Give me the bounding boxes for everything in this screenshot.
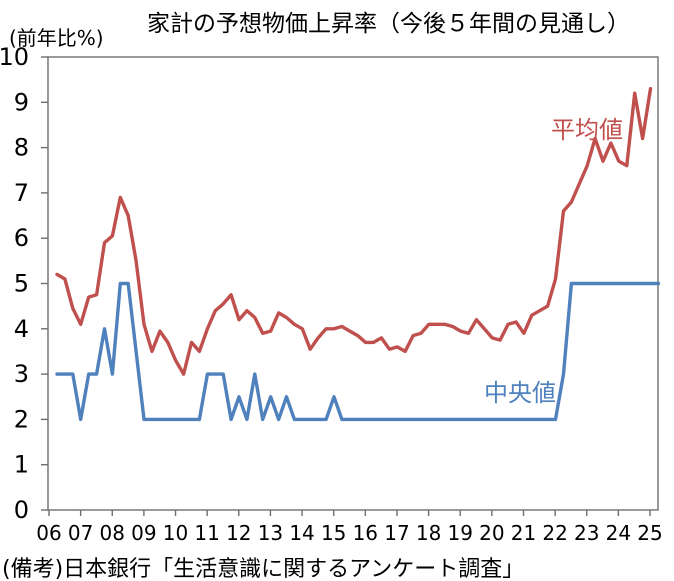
x-tick-label: 25: [637, 521, 662, 545]
x-axis: 06 07 08 09 10 11 12 13 14 15 16 17 18 19 20 21 22 23 24 25: [36, 510, 663, 545]
x-tick-label: 21: [511, 521, 536, 545]
x-tick-label: 11: [194, 521, 219, 545]
x-tick-label: 07: [68, 521, 93, 545]
series-label-median: 中央値: [484, 379, 556, 407]
x-tick-label: 17: [384, 521, 409, 545]
y-axis: 0 1 2 3 4 5 6 7 8 9 10: [0, 43, 48, 524]
x-tick-label: 19: [447, 521, 472, 545]
series-label-mean: 平均値: [551, 116, 623, 144]
x-tick-label: 08: [100, 521, 125, 545]
x-tick-label: 24: [606, 521, 631, 545]
y-tick-label: 2: [14, 405, 29, 433]
median-line: [55, 281, 661, 422]
x-tick-label: 13: [258, 521, 283, 545]
x-tick-label: 15: [321, 521, 346, 545]
x-tick-label: 22: [542, 521, 567, 545]
y-tick-label: 9: [14, 88, 29, 116]
y-tick-label: 1: [14, 451, 29, 479]
y-tick-label: 7: [14, 179, 29, 207]
x-tick-label: 20: [479, 521, 504, 545]
y-tick-label: 5: [14, 270, 29, 298]
y-tick-label: 4: [14, 315, 29, 343]
mean-line: [55, 86, 653, 376]
y-axis-unit-label: (前年比%): [9, 26, 104, 50]
x-tick-label: 14: [289, 521, 314, 545]
x-tick-label: 10: [163, 521, 188, 545]
source-note: (備考)日本銀行「生活意識に関するアンケート調査」: [2, 557, 525, 581]
x-tick-label: 09: [131, 521, 156, 545]
x-tick-label: 16: [353, 521, 378, 545]
x-tick-label: 18: [416, 521, 441, 545]
chart-title: 家計の予想物価上昇率（今後５年間の見通し）: [147, 11, 630, 37]
y-tick-label: 0: [14, 496, 29, 524]
y-tick-label: 10: [0, 43, 29, 71]
x-tick-label: 23: [574, 521, 599, 545]
y-tick-label: 8: [14, 134, 29, 162]
x-tick-label: 06: [36, 521, 61, 545]
x-tick-label: 12: [226, 521, 251, 545]
y-tick-label: 3: [14, 360, 29, 388]
y-tick-label: 6: [14, 224, 29, 252]
